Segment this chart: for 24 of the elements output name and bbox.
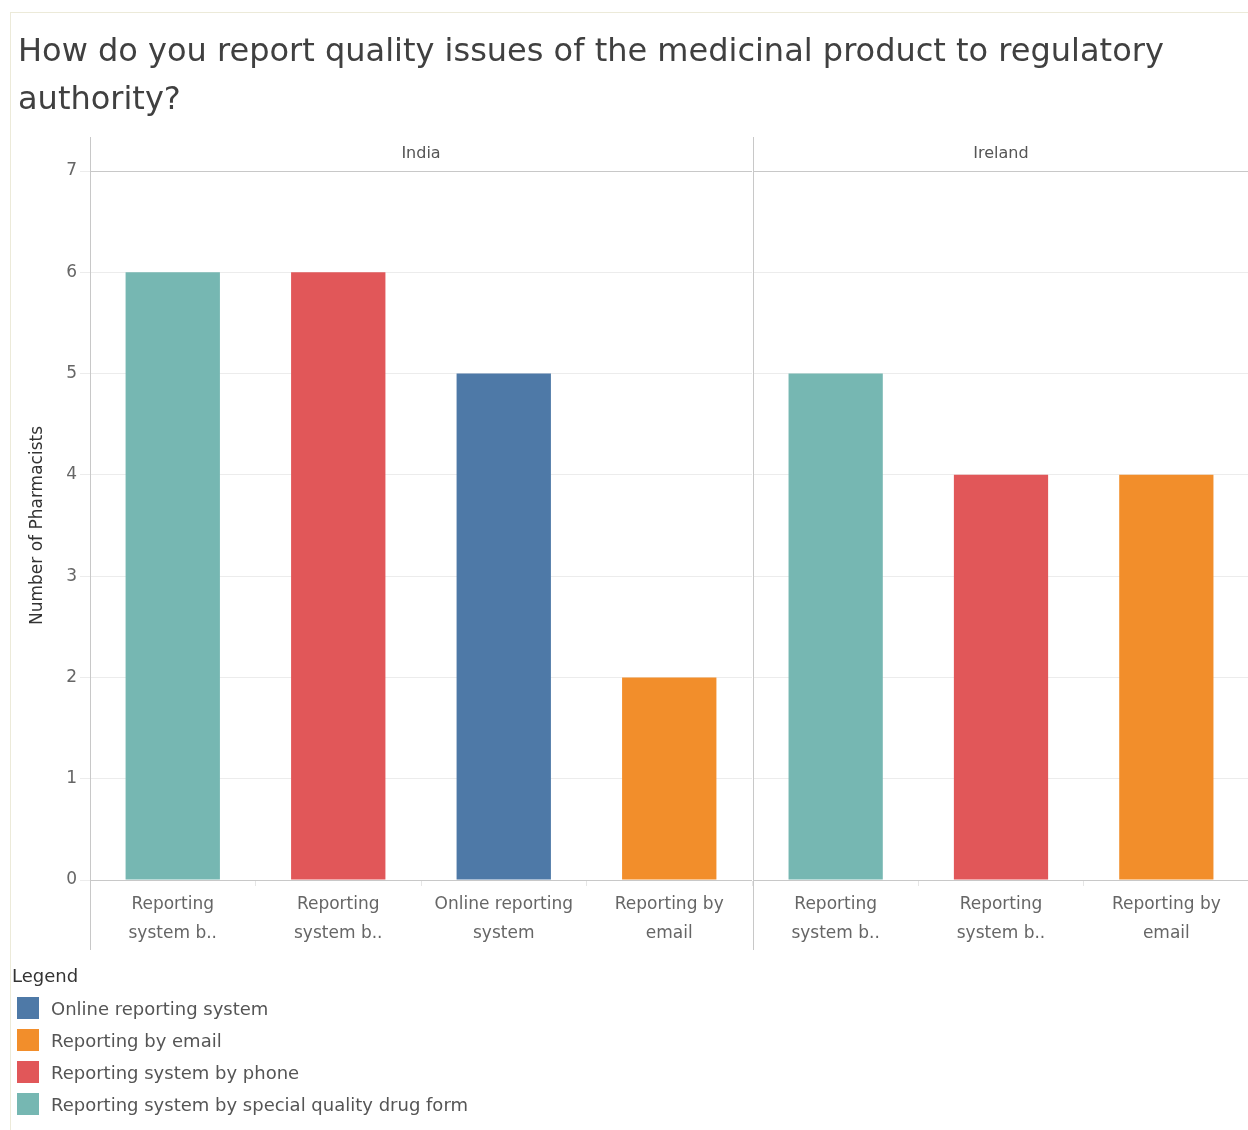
y-tick-label: 5 [66,361,77,382]
chart-title: How do you report quality issues of the medicinal product to regulatory authority? [18,30,1165,119]
legend-title: Legend [12,964,80,988]
y-tick-label: 4 [66,463,77,484]
y-tick-label: 7 [66,159,77,180]
legend-label: Reporting system by phone [51,1061,300,1083]
chart-subtitle: Ireland [973,143,1029,163]
y-tick-label: 1 [66,767,77,788]
y-tick-label: 2 [66,665,77,686]
legend-label: Reporting system by special quality drug form [51,1093,468,1115]
legend-label: Online reporting system [51,997,269,1019]
y-axis-title: Number of Pharmacists [26,425,47,626]
y-tick-label: 0 [66,868,77,889]
x-tick-label: Reporting system b.. [294,892,383,942]
x-tick-label: Reporting by email [1111,892,1221,942]
x-tick-label: Online reporting system [434,892,573,942]
x-tick-label: Reporting by email [614,892,724,942]
x-tick-label: Reporting system b.. [791,892,880,942]
x-tick-label: Reporting system b.. [956,892,1046,942]
y-tick-label: 3 [66,564,77,585]
chart-subtitle: India [401,143,441,163]
y-tick-label: 6 [66,260,77,281]
legend-label: Reporting by email [51,1029,222,1051]
x-tick-label: Reporting system b.. [128,892,217,942]
